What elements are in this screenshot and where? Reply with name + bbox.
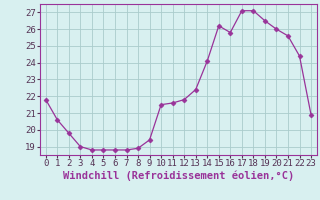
X-axis label: Windchill (Refroidissement éolien,°C): Windchill (Refroidissement éolien,°C) xyxy=(63,171,294,181)
